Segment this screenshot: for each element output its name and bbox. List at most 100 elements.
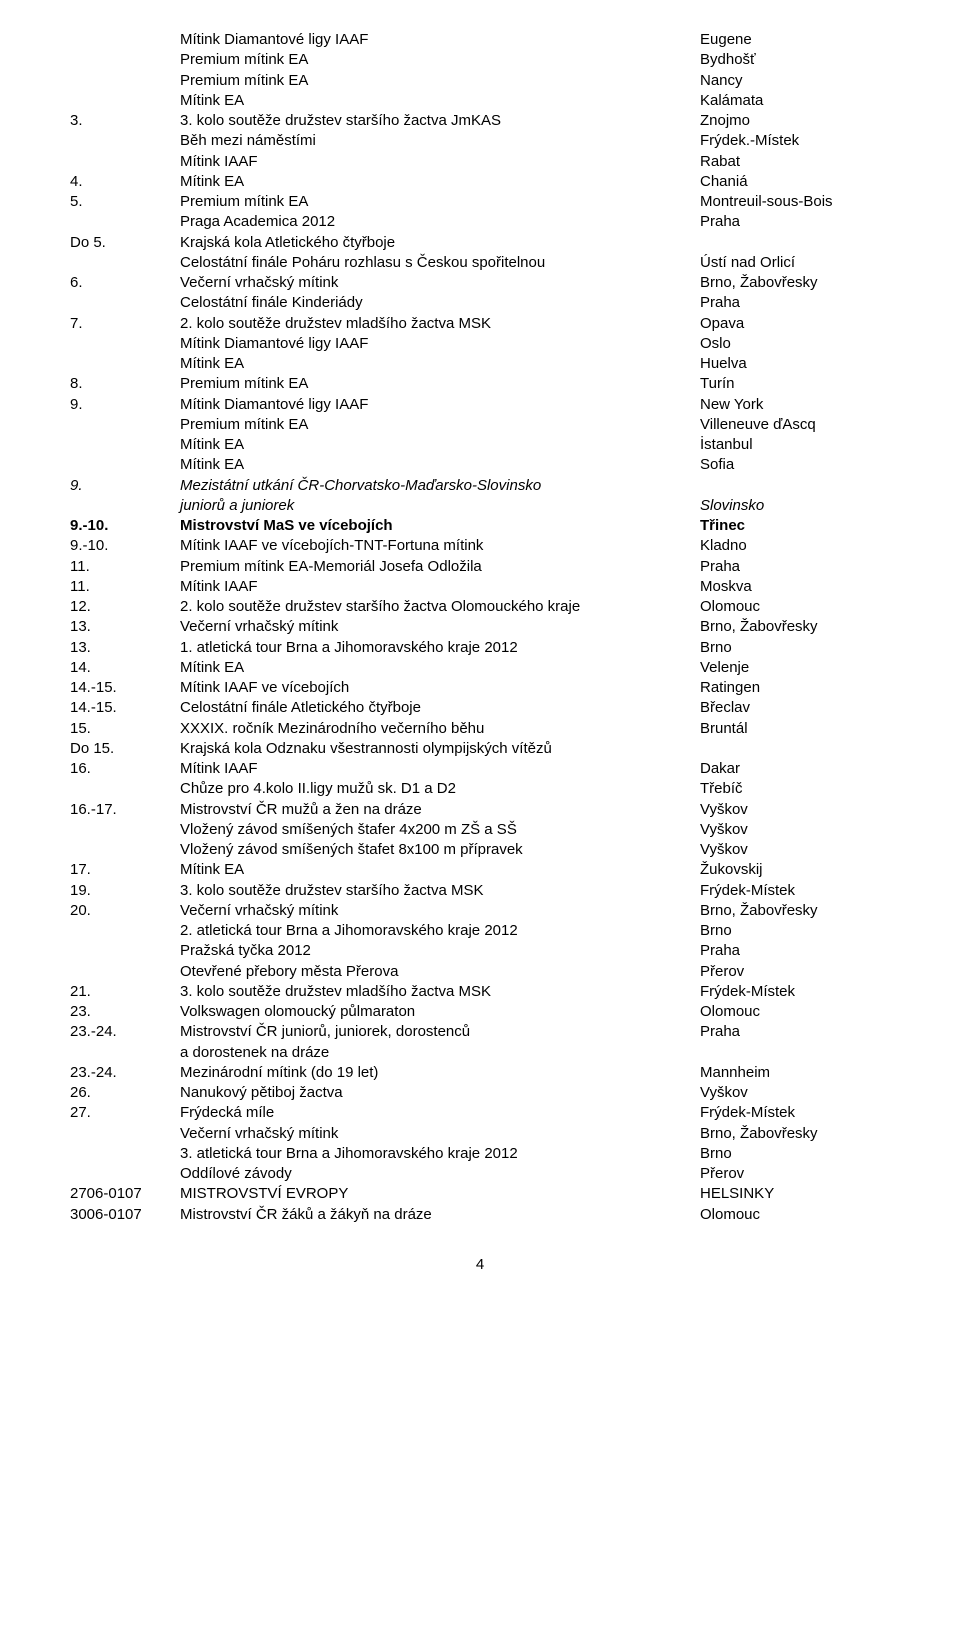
schedule-row: Pražská tyčka 2012Praha [70,941,890,961]
row-event: Mezistátní utkání ČR-Chorvatsko-Maďarsko… [180,476,700,496]
schedule-row: Otevřené přebory města PřerovaPřerov [70,962,890,982]
row-date [70,1164,180,1184]
schedule-row: 11.Premium mítink EA-Memoriál Josefa Odl… [70,557,890,577]
row-location: Třinec [700,516,890,536]
schedule-row: 2. atletická tour Brna a Jihomoravského … [70,921,890,941]
row-location: Moskva [700,577,890,597]
row-location: Žukovskij [700,860,890,880]
row-event: a dorostenek na dráze [180,1043,700,1063]
row-location: Olomouc [700,597,890,617]
row-date: 14.-15. [70,698,180,718]
row-date [70,496,180,516]
row-location: Přerov [700,962,890,982]
schedule-row: Mítink EAKalámata [70,91,890,111]
row-date [70,334,180,354]
row-date: 26. [70,1083,180,1103]
row-location [700,1043,890,1063]
row-event: Premium mítink EA [180,71,700,91]
schedule-row: 6.Večerní vrhačský mítinkBrno, Žabovřesk… [70,273,890,293]
row-date: 11. [70,577,180,597]
row-event: Večerní vrhačský mítink [180,273,700,293]
row-location: Slovinsko [700,496,890,516]
schedule-row: 3.3. kolo soutěže družstev staršího žact… [70,111,890,131]
row-location: Praha [700,212,890,232]
row-location: New York [700,395,890,415]
row-event: Večerní vrhačský mítink [180,901,700,921]
schedule-row: Mítink EAİstanbul [70,435,890,455]
schedule-row: Vložený závod smíšených štafer 4x200 m Z… [70,820,890,840]
schedule-row: Běh mezi náměstímiFrýdek.-Místek [70,131,890,151]
row-date: 7. [70,314,180,334]
row-date: 19. [70,881,180,901]
row-date: 14.-15. [70,678,180,698]
schedule-row: Do 15.Krajská kola Odznaku všestrannosti… [70,739,890,759]
row-date [70,820,180,840]
row-location: Praha [700,557,890,577]
schedule-row: Mítink EASofia [70,455,890,475]
row-location: Brno [700,638,890,658]
row-location: Olomouc [700,1205,890,1225]
schedule-row: Vložený závod smíšených štafet 8x100 m p… [70,840,890,860]
schedule-row: 27.Frýdecká míleFrýdek-Místek [70,1103,890,1123]
row-location: Frýdek-Místek [700,1103,890,1123]
row-location: Frýdek.-Místek [700,131,890,151]
row-date: 15. [70,719,180,739]
row-event: 2. atletická tour Brna a Jihomoravského … [180,921,700,941]
row-event: Mítink Diamantové ligy IAAF [180,334,700,354]
row-event: Mítink IAAF [180,152,700,172]
row-location [700,233,890,253]
row-event: Mistrovství ČR žáků a žákyň na dráze [180,1205,700,1225]
schedule-row: 9.Mezistátní utkání ČR-Chorvatsko-Maďars… [70,476,890,496]
row-date: 9.-10. [70,536,180,556]
row-event: 3. kolo soutěže družstev staršího žactva… [180,881,700,901]
row-event: Premium mítink EA [180,192,700,212]
row-event: Volkswagen olomoucký půlmaraton [180,1002,700,1022]
row-date: 23.-24. [70,1063,180,1083]
row-event: Mítink EA [180,354,700,374]
row-event: Mítink IAAF ve vícebojích [180,678,700,698]
row-location: Oslo [700,334,890,354]
row-date: 3. [70,111,180,131]
row-location: Frýdek-Místek [700,881,890,901]
schedule-row: Do 5.Krajská kola Atletického čtyřboje [70,233,890,253]
row-event: Krajská kola Atletického čtyřboje [180,233,700,253]
row-location: Montreuil-sous-Bois [700,192,890,212]
row-location: Frýdek-Místek [700,982,890,1002]
schedule-row: Večerní vrhačský mítinkBrno, Žabovřesky [70,1124,890,1144]
row-date [70,30,180,50]
page-number: 4 [70,1255,890,1275]
row-date [70,91,180,111]
row-event: Mistrovství MaS ve vícebojích [180,516,700,536]
schedule-row: 15.XXXIX. ročník Mezinárodního večerního… [70,719,890,739]
row-location: Mannheim [700,1063,890,1083]
schedule-row: 14.-15.Mítink IAAF ve vícebojíchRatingen [70,678,890,698]
row-date [70,962,180,982]
row-date [70,253,180,273]
row-event: Pražská tyčka 2012 [180,941,700,961]
schedule-row: Oddílové závodyPřerov [70,1164,890,1184]
schedule-row: 8.Premium mítink EATurín [70,374,890,394]
row-location: İstanbul [700,435,890,455]
row-date [70,152,180,172]
row-event: Mítink IAAF ve vícebojích-TNT-Fortuna mí… [180,536,700,556]
row-date [70,1144,180,1164]
row-location: Praha [700,941,890,961]
row-location: Kladno [700,536,890,556]
row-location: Brno [700,1144,890,1164]
row-date: 27. [70,1103,180,1123]
schedule-row: 17.Mítink EAŽukovskij [70,860,890,880]
row-date [70,50,180,70]
schedule-row: a dorostenek na dráze [70,1043,890,1063]
schedule-row: 14.Mítink EAVelenje [70,658,890,678]
schedule-row: 9.-10.Mistrovství MaS ve vícebojíchTřine… [70,516,890,536]
row-date: 3006-0107 [70,1205,180,1225]
row-date: 2706-0107 [70,1184,180,1204]
row-event: Oddílové závody [180,1164,700,1184]
row-event: Otevřené přebory města Přerova [180,962,700,982]
row-location: Opava [700,314,890,334]
row-event: XXXIX. ročník Mezinárodního večerního bě… [180,719,700,739]
schedule-row: Chůze pro 4.kolo II.ligy mužů sk. D1 a D… [70,779,890,799]
schedule-row: juniorů a juniorekSlovinsko [70,496,890,516]
row-location: Nancy [700,71,890,91]
row-date [70,415,180,435]
